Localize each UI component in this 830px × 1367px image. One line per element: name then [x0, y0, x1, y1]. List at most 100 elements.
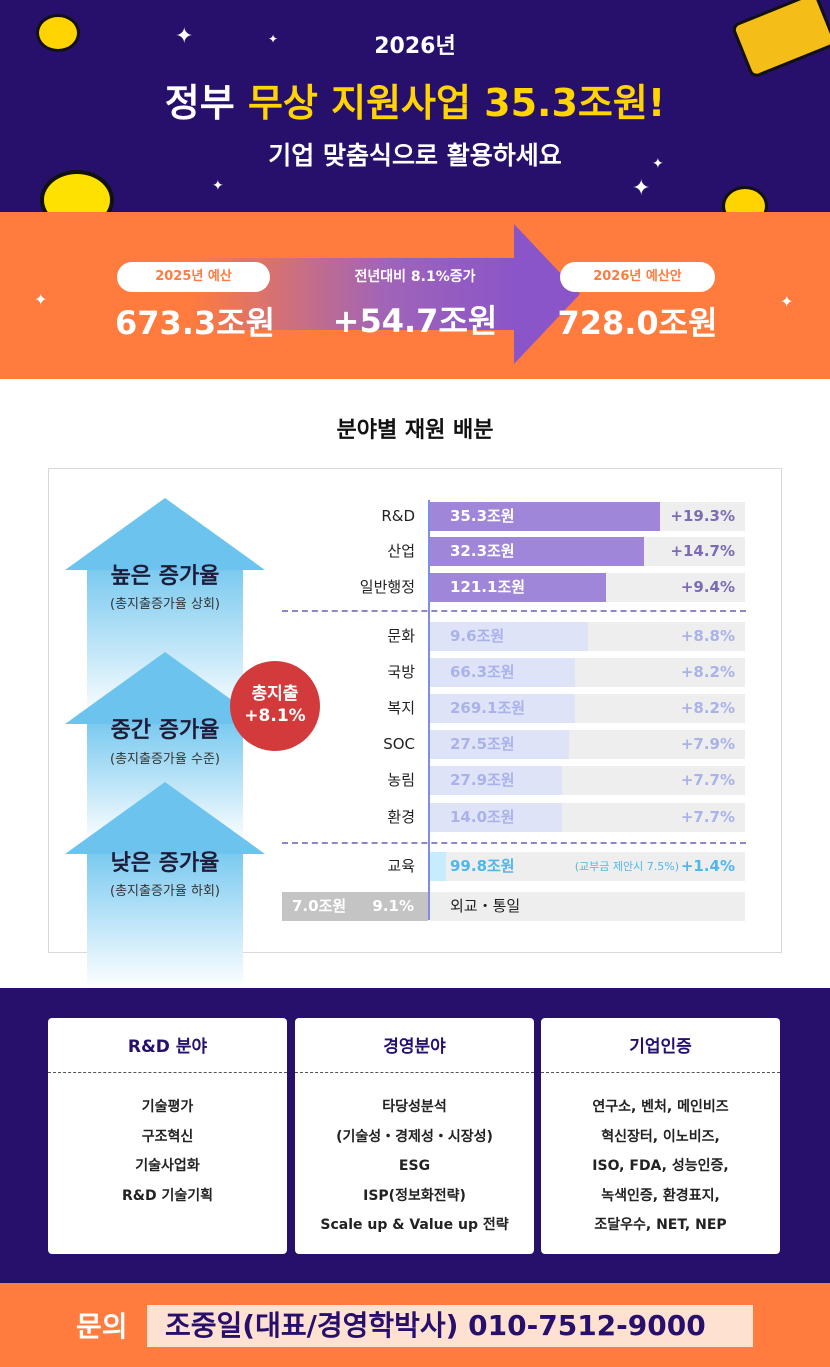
- card-management: 경영분야 타당성분석 (기술성・경제성・시장성) ESG ISP(정보화전략) Scal…: [295, 1018, 534, 1254]
- sparkle-icon: ✦: [632, 176, 651, 201]
- card-item: 타당성분석: [382, 1099, 447, 1115]
- sparkle-icon: ✦: [34, 290, 48, 309]
- bar-label: 외교・통일: [450, 897, 521, 915]
- next-budget-value: 728.0조원: [557, 304, 718, 342]
- coin-icon: [36, 14, 80, 52]
- card-item: 구조혁신: [141, 1128, 194, 1145]
- contact-info[interactable]: 조중일(대표/경영학박사) 010-7512-9000: [147, 1305, 753, 1347]
- bar-growth: +19.3%: [670, 507, 735, 525]
- badge-line2: +8.1%: [244, 706, 306, 726]
- bar-label: 복지: [387, 699, 415, 717]
- arrow-head: [514, 224, 580, 364]
- bar-growth: +8.2%: [680, 699, 735, 717]
- sparkle-icon: ✦: [175, 24, 194, 49]
- card-certification: 기업인증 연구소, 벤처, 메인비즈 혁신장터, 이노비즈, ISO, FDA, 성…: [541, 1018, 780, 1254]
- bar-growth: +1.4%: [680, 857, 735, 875]
- divider: [282, 842, 746, 844]
- sparkle-icon: ✦: [212, 178, 224, 194]
- bar-growth: 9.1%: [372, 897, 414, 915]
- bar-growth: +8.2%: [680, 663, 735, 681]
- card-item: 기술사업화: [135, 1158, 200, 1174]
- bar-label: 문화: [387, 627, 415, 645]
- bar-value: 99.8조원: [450, 857, 515, 875]
- bar-fill: [430, 622, 588, 651]
- bar-label: 농림: [387, 771, 415, 789]
- mid-growth-title: 중간 증가율: [110, 718, 220, 743]
- bar-growth: +7.7%: [680, 771, 735, 789]
- bar-fill: [430, 694, 575, 723]
- change-value: +54.7조원: [332, 302, 498, 340]
- bar-label: 교육: [387, 857, 415, 875]
- bar-value: 27.5조원: [450, 735, 515, 753]
- card-item: ESG: [398, 1158, 431, 1174]
- bar-track: 269.1조원 +8.2%: [430, 694, 745, 723]
- sparkle-icon: ✦: [268, 32, 279, 46]
- sparkle-icon: ✦: [780, 292, 794, 311]
- card-item: 연구소, 벤처, 메인비즈: [592, 1099, 729, 1115]
- bar-fill: [430, 573, 607, 602]
- card-item: ISP(정보화전략): [363, 1187, 466, 1204]
- edu-note: (교부금 제안시 7.5%): [574, 860, 679, 873]
- card-item: 혁신장터, 이노비즈,: [601, 1128, 720, 1145]
- high-growth-sub: (총지출증가율 상회): [110, 597, 220, 612]
- bar-track: 9.6조원 +8.8%: [430, 622, 745, 651]
- total-growth-badge: 총지출 +8.1%: [230, 661, 320, 751]
- card-item: 기술평가: [141, 1099, 194, 1115]
- bar-label: 환경: [387, 808, 415, 826]
- bar-track: 14.0조원 +7.7%: [430, 803, 745, 832]
- page-title: 정부 무상 지원사업 35.3조원!: [0, 72, 830, 127]
- prev-budget-label: 2025년 예산: [117, 262, 270, 292]
- bar-value: 27.9조원: [450, 771, 515, 789]
- bar-fill: [430, 730, 569, 759]
- bar-growth: +7.9%: [680, 735, 735, 753]
- bar-fill: [430, 766, 563, 795]
- high-growth-title: 높은 증가율: [110, 564, 220, 589]
- card-item: ISO, FDA, 성능인증,: [592, 1158, 729, 1174]
- bar-value: 7.0조원: [292, 897, 347, 915]
- sparkle-icon: ✦: [652, 156, 664, 172]
- mid-growth-sub: (총지출증가율 수준): [110, 752, 220, 767]
- card-item: (기술성・경제성・시장성): [336, 1128, 493, 1145]
- divider: [282, 610, 746, 612]
- bar-growth: +9.4%: [680, 578, 735, 596]
- bar-track: 27.5조원 +7.9%: [430, 730, 745, 759]
- bar-label: SOC: [383, 735, 415, 753]
- prev-budget-value: 673.3조원: [114, 304, 276, 342]
- low-growth-sub: (총지출증가율 하회): [110, 884, 220, 899]
- bar-track: 66.3조원 +8.2%: [430, 658, 745, 687]
- bar-fill: [430, 852, 446, 881]
- title-prefix: 정부: [164, 81, 248, 125]
- bar-fill: [430, 803, 563, 832]
- badge-line1: 총지출: [251, 684, 299, 704]
- bar-value: 121.1조원: [450, 578, 526, 596]
- bar-value: 35.3조원: [450, 507, 515, 525]
- year-label: 2026년: [374, 34, 456, 59]
- bar-track: 외교・통일: [430, 892, 745, 921]
- bar-value: 269.1조원: [450, 699, 526, 717]
- bar-value: 14.0조원: [450, 808, 515, 826]
- card-item: R&D 기술기획: [121, 1187, 213, 1204]
- bar-value: 9.6조원: [450, 627, 505, 645]
- card-item: 조달우수, NET, NEP: [594, 1217, 727, 1233]
- card-item: Scale up & Value up 전략: [320, 1217, 509, 1233]
- bar-fill: [430, 658, 575, 687]
- bar-growth: +7.7%: [680, 808, 735, 826]
- bar-label: R&D: [381, 507, 415, 525]
- card-title: R&D 분야: [48, 1018, 287, 1073]
- bar-label: 일반행정: [359, 578, 415, 596]
- bar-diplomacy-amount: 7.0조원 9.1%: [282, 892, 428, 921]
- bar-track: 121.1조원 +9.4%: [430, 573, 745, 602]
- bar-track: 99.8조원 +1.4% (교부금 제안시 7.5%): [430, 852, 745, 881]
- subtitle: 기업 맞춤식으로 활용하세요: [268, 141, 562, 170]
- bar-label: 국방: [387, 663, 415, 681]
- card-item: 녹색인증, 환경표지,: [601, 1187, 720, 1204]
- title-highlight: 무상 지원사업 35.3조원!: [247, 81, 666, 125]
- next-budget-label: 2026년 예산안: [560, 262, 715, 292]
- bar-track: 35.3조원 +19.3%: [430, 502, 745, 531]
- bar-value: 32.3조원: [450, 542, 515, 560]
- change-label: 전년대비 8.1%증가: [354, 269, 476, 285]
- bar-track: 27.9조원 +7.7%: [430, 766, 745, 795]
- bar-track: 32.3조원 +14.7%: [430, 537, 745, 566]
- header-banner: [0, 0, 830, 212]
